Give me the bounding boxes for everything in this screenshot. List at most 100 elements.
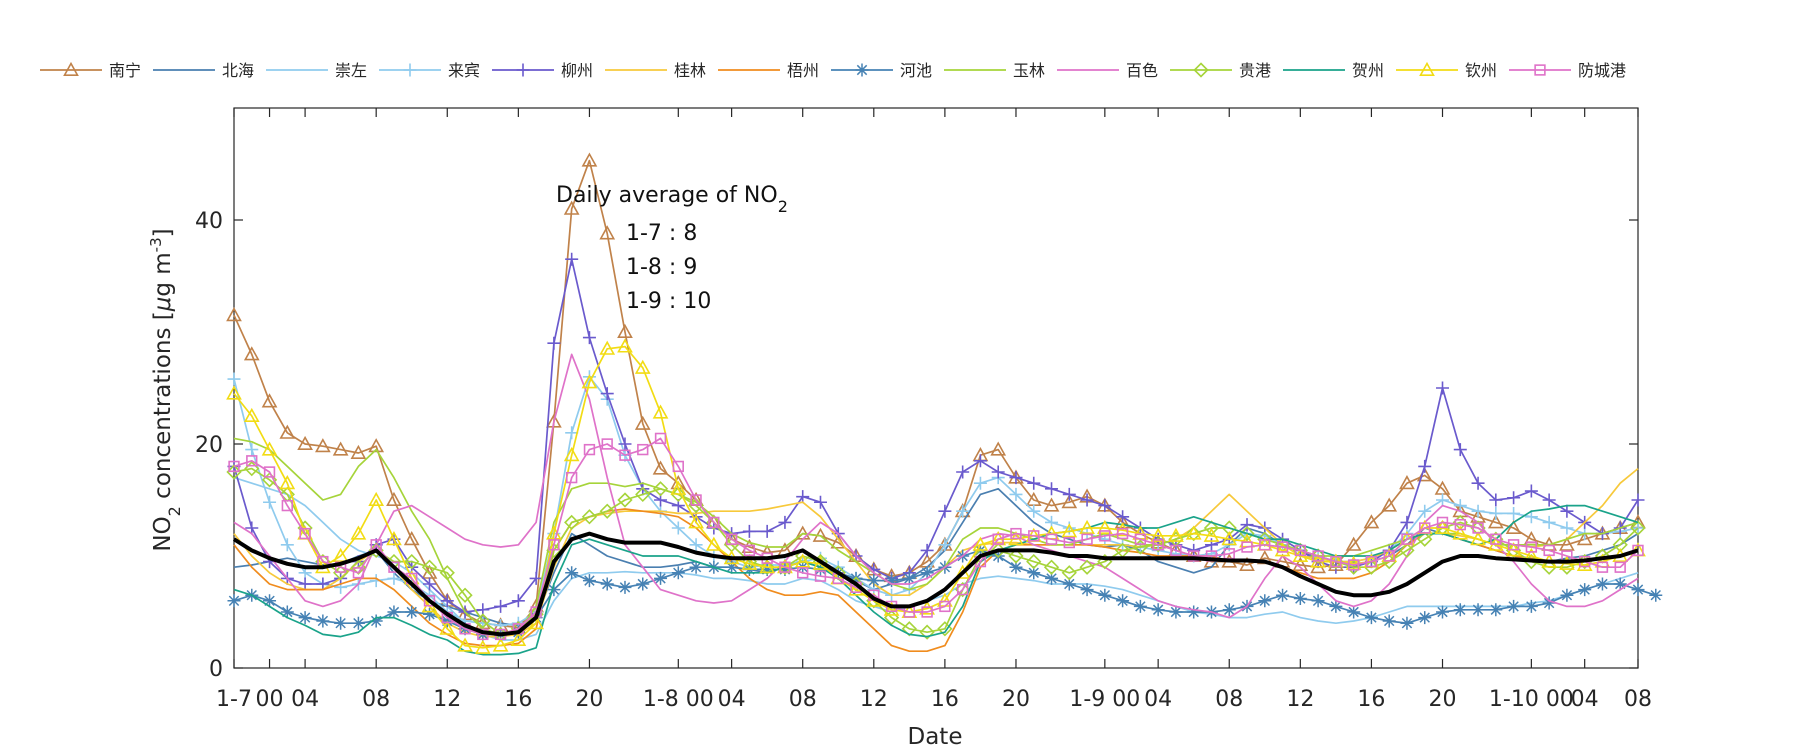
- data-point: [601, 438, 613, 450]
- data-point: [1382, 614, 1396, 628]
- data-point: [1470, 531, 1486, 546]
- data-point: [316, 614, 330, 628]
- data-point: [1507, 599, 1521, 613]
- data-point: [1596, 561, 1609, 573]
- data-point: [1612, 537, 1628, 553]
- y-tick-label: 0: [209, 657, 223, 682]
- data-point: [1330, 555, 1342, 568]
- x-tick-label: 08: [362, 687, 390, 712]
- legend-marker: [1193, 62, 1209, 78]
- data-point: [352, 567, 365, 579]
- data-point: [1062, 487, 1076, 501]
- data-point: [618, 437, 632, 451]
- daily-average-annotation: Daily average of NO2 1-7 : 8 1-8 : 9 1-9…: [556, 183, 788, 314]
- data-point: [263, 495, 277, 509]
- data-point: [332, 547, 349, 563]
- data-point: [298, 577, 312, 591]
- data-point: [1061, 494, 1078, 509]
- series-line-mean: [232, 531, 1639, 637]
- data-point: [279, 475, 296, 490]
- data-point: [1043, 559, 1060, 575]
- data-point: [1312, 550, 1324, 562]
- data-point: [920, 566, 934, 580]
- data-point: [334, 616, 348, 630]
- data-point: [439, 565, 455, 581]
- data-point: [885, 574, 899, 588]
- data-point: [386, 491, 402, 507]
- data-point: [1008, 548, 1024, 564]
- data-point: [759, 559, 775, 575]
- legend-label: 贵港: [1239, 61, 1271, 80]
- legend-label: 崇左: [335, 61, 367, 80]
- x-tick-label: 1-9 00: [1069, 687, 1140, 712]
- data-point: [1418, 504, 1432, 518]
- data-point: [670, 480, 687, 495]
- legend-label: 百色: [1126, 61, 1158, 80]
- data-point: [652, 460, 669, 475]
- data-point: [689, 560, 703, 574]
- data-point: [1507, 539, 1520, 551]
- data-point: [1490, 533, 1502, 545]
- data-point: [617, 338, 633, 353]
- data-point: [921, 606, 933, 618]
- data-point: [403, 531, 420, 546]
- data-point: [1170, 544, 1182, 557]
- data-point: [794, 553, 811, 568]
- legend-entry: 来宾: [379, 61, 480, 80]
- data-point: [547, 583, 561, 597]
- data-point: [1045, 482, 1059, 496]
- data-point: [1079, 559, 1095, 575]
- legend-entry: 贵港: [1170, 61, 1271, 80]
- series-6d65616e: [232, 531, 1639, 637]
- data-point: [1294, 544, 1307, 557]
- data-point: [1080, 493, 1094, 507]
- data-point: [867, 574, 881, 588]
- data-point: [563, 200, 580, 215]
- legend-label: 南宁: [109, 61, 141, 80]
- data-point: [548, 539, 560, 551]
- data-point: [1099, 530, 1111, 542]
- x-tick-label: 12: [1286, 687, 1314, 712]
- data-point: [404, 553, 420, 570]
- data-point: [369, 614, 383, 628]
- data-point: [1222, 603, 1236, 617]
- data-point: [1258, 594, 1272, 608]
- data-point: [778, 562, 792, 576]
- x-tick-label: 20: [575, 687, 603, 712]
- data-point: [581, 509, 598, 525]
- data-point: [261, 393, 278, 408]
- data-point: [263, 466, 276, 478]
- data-point: [991, 465, 1005, 479]
- legend-marker: [855, 63, 869, 77]
- data-point: [599, 503, 615, 519]
- data-point: [1542, 515, 1556, 529]
- legend-label: 钦州: [1465, 61, 1497, 80]
- x-tick-label: 12: [860, 687, 888, 712]
- data-point: [919, 600, 935, 615]
- data-point: [972, 536, 989, 551]
- data-point: [1401, 533, 1413, 545]
- data-point: [1185, 525, 1202, 540]
- x-tick-label: 04: [291, 687, 319, 712]
- data-point: [636, 577, 650, 591]
- legend-label: 桂林: [674, 61, 706, 80]
- data-point: [1009, 471, 1023, 485]
- data-point: [1061, 523, 1078, 538]
- data-point: [1436, 493, 1450, 507]
- x-tick-label: 16: [1357, 687, 1385, 712]
- data-point: [1507, 491, 1521, 505]
- data-point: [405, 605, 419, 619]
- legend-entry: 钦州: [1396, 61, 1497, 80]
- data-point: [1524, 510, 1538, 524]
- legend: 南宁 北海 崇左 来宾 柳州 桂林 梧州 河池 玉林 百色 贵港 贺州 钦州 防城港: [40, 61, 1626, 80]
- data-point: [1614, 561, 1626, 573]
- data-point: [1027, 476, 1041, 490]
- data-point: [1009, 560, 1023, 574]
- data-point: [228, 460, 240, 473]
- data-point: [1417, 531, 1433, 547]
- legend-entry: 柳州: [492, 61, 593, 80]
- data-point: [565, 252, 579, 266]
- data-point: [350, 525, 367, 540]
- data-point: [1311, 594, 1325, 608]
